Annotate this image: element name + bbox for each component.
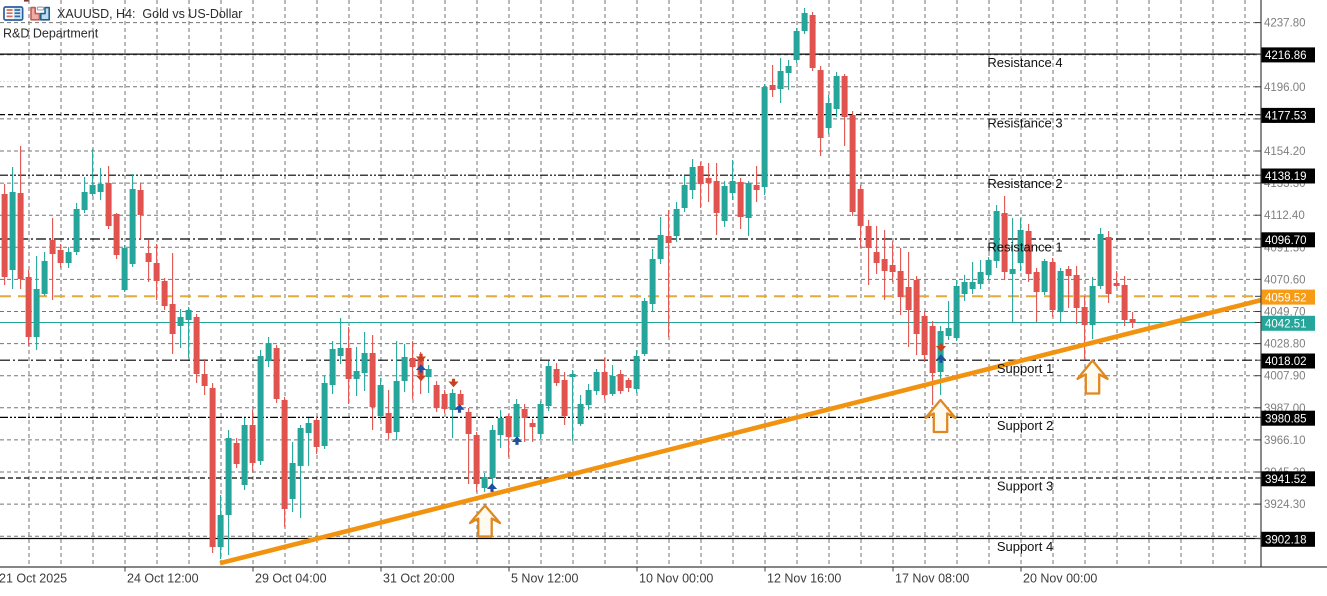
svg-text:Resistance 2: Resistance 2	[987, 176, 1062, 191]
svg-text:21 Oct 2025: 21 Oct 2025	[0, 572, 67, 586]
svg-text:4059.52: 4059.52	[1265, 292, 1307, 304]
svg-text:12 Nov 16:00: 12 Nov 16:00	[767, 572, 841, 586]
svg-text:4042.51: 4042.51	[1265, 319, 1307, 331]
svg-text:4177.53: 4177.53	[1265, 111, 1307, 123]
svg-text:4070.60: 4070.60	[1264, 274, 1306, 286]
svg-text:4138.19: 4138.19	[1265, 171, 1307, 183]
svg-text:20 Nov 00:00: 20 Nov 00:00	[1023, 572, 1097, 586]
svg-text:Support 4: Support 4	[997, 539, 1053, 554]
svg-text:4216.86: 4216.86	[1265, 50, 1307, 62]
svg-text:Support 2: Support 2	[997, 418, 1053, 433]
svg-text:R&D Department: R&D Department	[3, 27, 99, 41]
svg-text:3966.10: 3966.10	[1264, 435, 1306, 447]
svg-text:17 Nov 08:00: 17 Nov 08:00	[895, 572, 969, 586]
svg-text:4237.80: 4237.80	[1264, 18, 1306, 30]
svg-text:Resistance 1: Resistance 1	[987, 240, 1062, 255]
svg-text:3902.18: 3902.18	[1265, 535, 1307, 547]
svg-text:31 Oct 20:00: 31 Oct 20:00	[383, 572, 455, 586]
svg-text:3941.52: 3941.52	[1265, 474, 1307, 486]
svg-text:4028.80: 4028.80	[1264, 339, 1306, 351]
svg-text:4007.90: 4007.90	[1264, 371, 1306, 383]
svg-text:XAUUSD, H4: Gold vs US-Dollar: XAUUSD, H4: Gold vs US-Dollar	[57, 7, 242, 21]
svg-text:29 Oct 04:00: 29 Oct 04:00	[255, 572, 327, 586]
svg-text:4096.70: 4096.70	[1265, 235, 1307, 247]
svg-text:4049.70: 4049.70	[1264, 307, 1306, 319]
svg-text:5 Nov 12:00: 5 Nov 12:00	[511, 572, 578, 586]
svg-text:Support 1: Support 1	[997, 361, 1053, 376]
svg-text:4112.40: 4112.40	[1264, 210, 1305, 222]
svg-text:4018.02: 4018.02	[1265, 356, 1307, 368]
svg-text:3980.85: 3980.85	[1265, 413, 1307, 425]
svg-text:4196.00: 4196.00	[1264, 82, 1306, 94]
svg-text:4154.20: 4154.20	[1264, 146, 1306, 158]
svg-text:10 Nov 00:00: 10 Nov 00:00	[639, 572, 713, 586]
svg-text:24 Oct 12:00: 24 Oct 12:00	[127, 572, 199, 586]
svg-text:3924.30: 3924.30	[1264, 499, 1306, 511]
svg-text:Resistance 4: Resistance 4	[987, 55, 1062, 70]
svg-text:Support 3: Support 3	[997, 479, 1053, 494]
svg-text:Resistance 3: Resistance 3	[987, 115, 1062, 130]
